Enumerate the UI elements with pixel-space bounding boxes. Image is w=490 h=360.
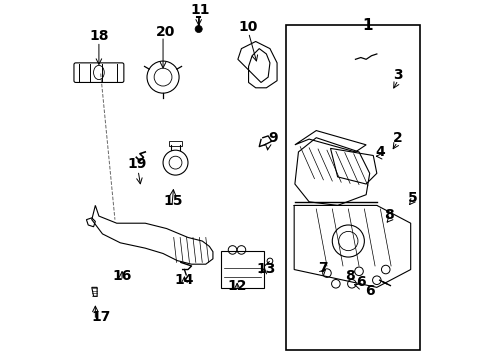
Text: 7: 7 bbox=[318, 261, 327, 275]
FancyBboxPatch shape bbox=[286, 26, 419, 350]
Text: 3: 3 bbox=[393, 68, 403, 82]
Text: 6: 6 bbox=[365, 284, 374, 298]
Text: 10: 10 bbox=[239, 19, 258, 33]
Text: 11: 11 bbox=[191, 3, 210, 17]
Text: 16: 16 bbox=[112, 269, 132, 283]
Text: 2: 2 bbox=[393, 131, 403, 145]
Text: 8: 8 bbox=[385, 208, 394, 222]
Text: 18: 18 bbox=[89, 29, 109, 43]
Text: 13: 13 bbox=[257, 262, 276, 276]
Text: 15: 15 bbox=[163, 194, 183, 208]
Text: 9: 9 bbox=[268, 131, 278, 145]
Text: 1: 1 bbox=[363, 18, 373, 33]
Text: 5: 5 bbox=[408, 190, 417, 204]
Circle shape bbox=[195, 26, 202, 32]
Text: 8: 8 bbox=[345, 269, 355, 283]
Text: 19: 19 bbox=[128, 157, 147, 171]
Text: 17: 17 bbox=[91, 310, 110, 324]
Text: 20: 20 bbox=[156, 24, 175, 39]
Text: 14: 14 bbox=[174, 273, 194, 287]
Text: 4: 4 bbox=[375, 145, 385, 159]
FancyBboxPatch shape bbox=[221, 251, 264, 288]
FancyBboxPatch shape bbox=[74, 63, 124, 82]
Text: 12: 12 bbox=[227, 279, 247, 293]
FancyBboxPatch shape bbox=[169, 141, 182, 145]
Text: 6: 6 bbox=[356, 275, 366, 289]
